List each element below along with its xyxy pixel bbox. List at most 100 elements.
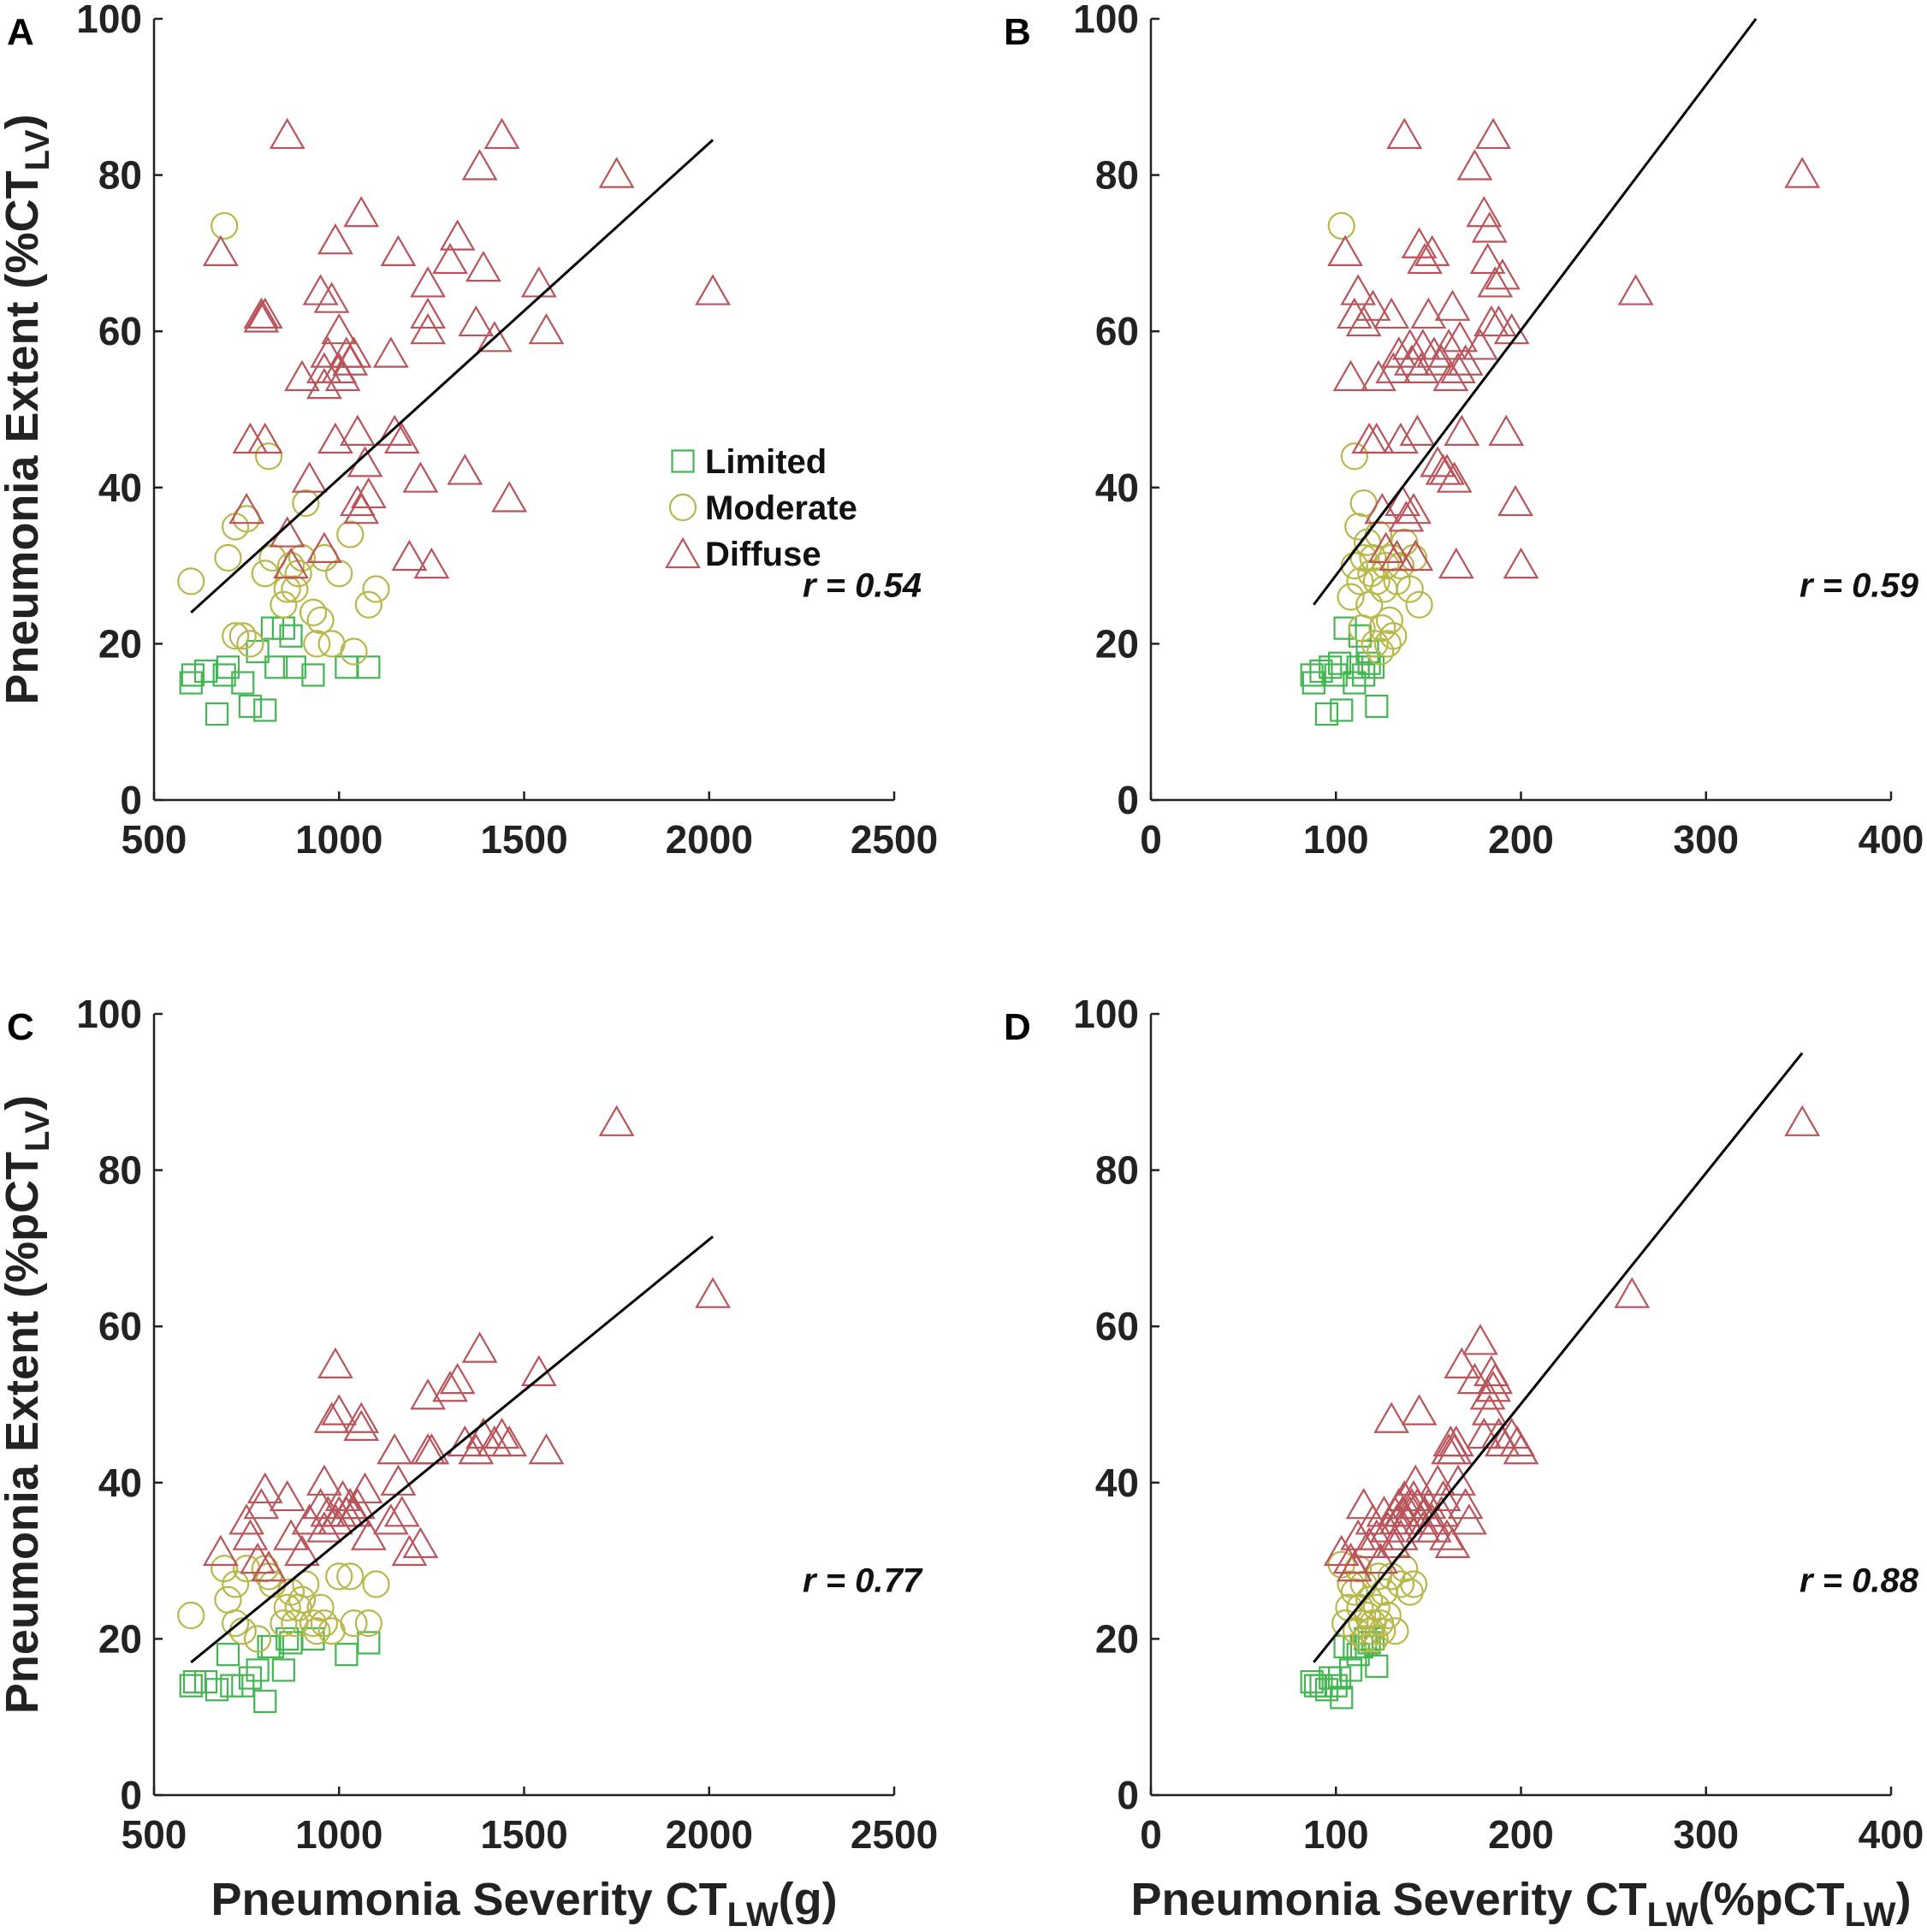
data-point-moderate bbox=[1327, 211, 1355, 240]
data-point-limited bbox=[1330, 698, 1354, 722]
data-point-moderate bbox=[1379, 622, 1408, 650]
data-point-moderate bbox=[325, 1562, 353, 1591]
y-tick-label: 40 bbox=[1095, 1461, 1139, 1505]
data-point-diffuse bbox=[284, 1534, 320, 1567]
data-point-moderate bbox=[273, 1593, 301, 1621]
data-point-diffuse bbox=[695, 1277, 731, 1308]
data-point-diffuse bbox=[202, 1534, 239, 1567]
data-point-diffuse bbox=[1447, 1487, 1484, 1520]
data-point-moderate bbox=[1373, 1601, 1402, 1630]
axis-title-part: (%pCT bbox=[1699, 1874, 1845, 1925]
data-point-diffuse bbox=[321, 1394, 358, 1425]
x-tick-label: 2500 bbox=[851, 817, 938, 862]
data-point-diffuse bbox=[1475, 117, 1511, 150]
series-moderate bbox=[1327, 211, 1433, 666]
data-point-moderate bbox=[222, 622, 250, 650]
data-point-limited bbox=[1338, 1658, 1363, 1682]
data-point-moderate bbox=[1368, 1617, 1396, 1645]
x-tick-label: 0 bbox=[1140, 817, 1162, 862]
data-point-diffuse bbox=[1469, 242, 1506, 275]
x-tick-label: 0 bbox=[1140, 1812, 1162, 1857]
data-point-diffuse bbox=[1388, 501, 1425, 532]
data-point-limited bbox=[231, 671, 255, 695]
data-point-diffuse bbox=[410, 266, 446, 298]
data-point-diffuse bbox=[1351, 1526, 1388, 1558]
data-point-diffuse bbox=[1480, 305, 1517, 337]
axis-title-part: ) bbox=[0, 114, 48, 129]
data-point-diffuse bbox=[1438, 1425, 1474, 1457]
data-point-diffuse bbox=[377, 414, 413, 446]
data-point-moderate bbox=[354, 1609, 382, 1638]
legend-marker-limited bbox=[671, 449, 695, 473]
data-point-diffuse bbox=[1420, 1464, 1456, 1496]
data-point-diffuse bbox=[1429, 453, 1465, 485]
data-point-diffuse bbox=[1340, 274, 1377, 305]
data-point-diffuse bbox=[1397, 1464, 1434, 1496]
data-point-diffuse bbox=[302, 274, 339, 305]
data-point-diffuse bbox=[246, 422, 283, 454]
data-point-diffuse bbox=[1355, 1503, 1391, 1535]
data-point-limited bbox=[238, 1666, 263, 1690]
y-tick-label: 40 bbox=[1095, 465, 1139, 510]
data-point-moderate bbox=[177, 567, 205, 596]
panel-c: 0 20 40 60 80 100 500 1000 1500 2000 2500 C Pneumoni… bbox=[0, 992, 938, 1932]
data-point-diffuse bbox=[520, 1354, 557, 1387]
data-point-limited bbox=[205, 702, 229, 726]
series-diffuse bbox=[202, 117, 731, 579]
y-tick-label: 0 bbox=[120, 1773, 142, 1817]
data-point-diffuse bbox=[447, 453, 483, 485]
data-point-diffuse bbox=[1379, 539, 1415, 572]
data-point-limited bbox=[212, 663, 236, 687]
x-tick-label: 100 bbox=[1303, 817, 1369, 862]
data-point-diffuse bbox=[1440, 352, 1476, 383]
data-point-diffuse bbox=[1383, 1519, 1419, 1550]
data-point-diffuse bbox=[243, 301, 280, 333]
data-point-moderate bbox=[1340, 1578, 1368, 1606]
data-point-limited bbox=[253, 1689, 277, 1714]
data-point-diffuse bbox=[432, 1371, 468, 1402]
data-point-diffuse bbox=[413, 547, 450, 579]
data-point-moderate bbox=[340, 1609, 368, 1638]
data-point-diffuse bbox=[243, 1487, 280, 1520]
data-point-moderate bbox=[340, 637, 368, 666]
data-point-diffuse bbox=[1399, 414, 1436, 446]
series-limited bbox=[179, 1627, 381, 1714]
data-point-moderate bbox=[222, 1609, 250, 1638]
data-point-diffuse bbox=[380, 234, 417, 266]
y-tick-label: 40 bbox=[98, 465, 142, 510]
data-point-limited bbox=[1300, 1670, 1324, 1694]
data-point-moderate bbox=[244, 1625, 272, 1653]
data-point-moderate bbox=[1405, 590, 1433, 619]
data-point-moderate bbox=[303, 1617, 331, 1645]
data-point-moderate bbox=[270, 590, 298, 619]
data-point-limited bbox=[1333, 616, 1357, 640]
y-tick-label: 20 bbox=[98, 621, 142, 666]
data-point-diffuse bbox=[1462, 329, 1498, 360]
data-point-limited bbox=[1365, 1654, 1389, 1678]
data-point-moderate bbox=[1386, 1570, 1415, 1598]
data-point-diffuse bbox=[1383, 422, 1419, 454]
data-point-diffuse bbox=[1336, 1550, 1373, 1582]
data-point-diffuse bbox=[1477, 1362, 1514, 1395]
data-point-moderate bbox=[299, 598, 328, 626]
data-point-diffuse bbox=[1373, 297, 1410, 329]
data-point-moderate bbox=[303, 630, 331, 658]
y-tick-label: 0 bbox=[120, 778, 142, 822]
data-point-diffuse bbox=[317, 422, 353, 454]
data-point-diffuse bbox=[1369, 1511, 1406, 1543]
data-point-diffuse bbox=[1394, 344, 1430, 376]
panel-d: 0 20 40 60 80 100 0 100 200 300 400 D Pneumonia Seve… bbox=[1004, 992, 1924, 1932]
data-point-moderate bbox=[1351, 1625, 1379, 1653]
data-point-moderate bbox=[1337, 583, 1365, 611]
data-point-diffuse bbox=[324, 1479, 361, 1512]
data-point-limited bbox=[335, 655, 359, 679]
data-point-diffuse bbox=[1614, 1277, 1651, 1308]
data-point-diffuse bbox=[383, 422, 420, 454]
data-point-diffuse bbox=[1484, 258, 1521, 290]
y-tick-label: 60 bbox=[1095, 1304, 1139, 1348]
data-point-diffuse bbox=[246, 1472, 283, 1504]
data-point-diffuse bbox=[1425, 1479, 1462, 1512]
data-point-limited bbox=[1314, 702, 1339, 726]
data-point-diffuse bbox=[461, 149, 498, 181]
